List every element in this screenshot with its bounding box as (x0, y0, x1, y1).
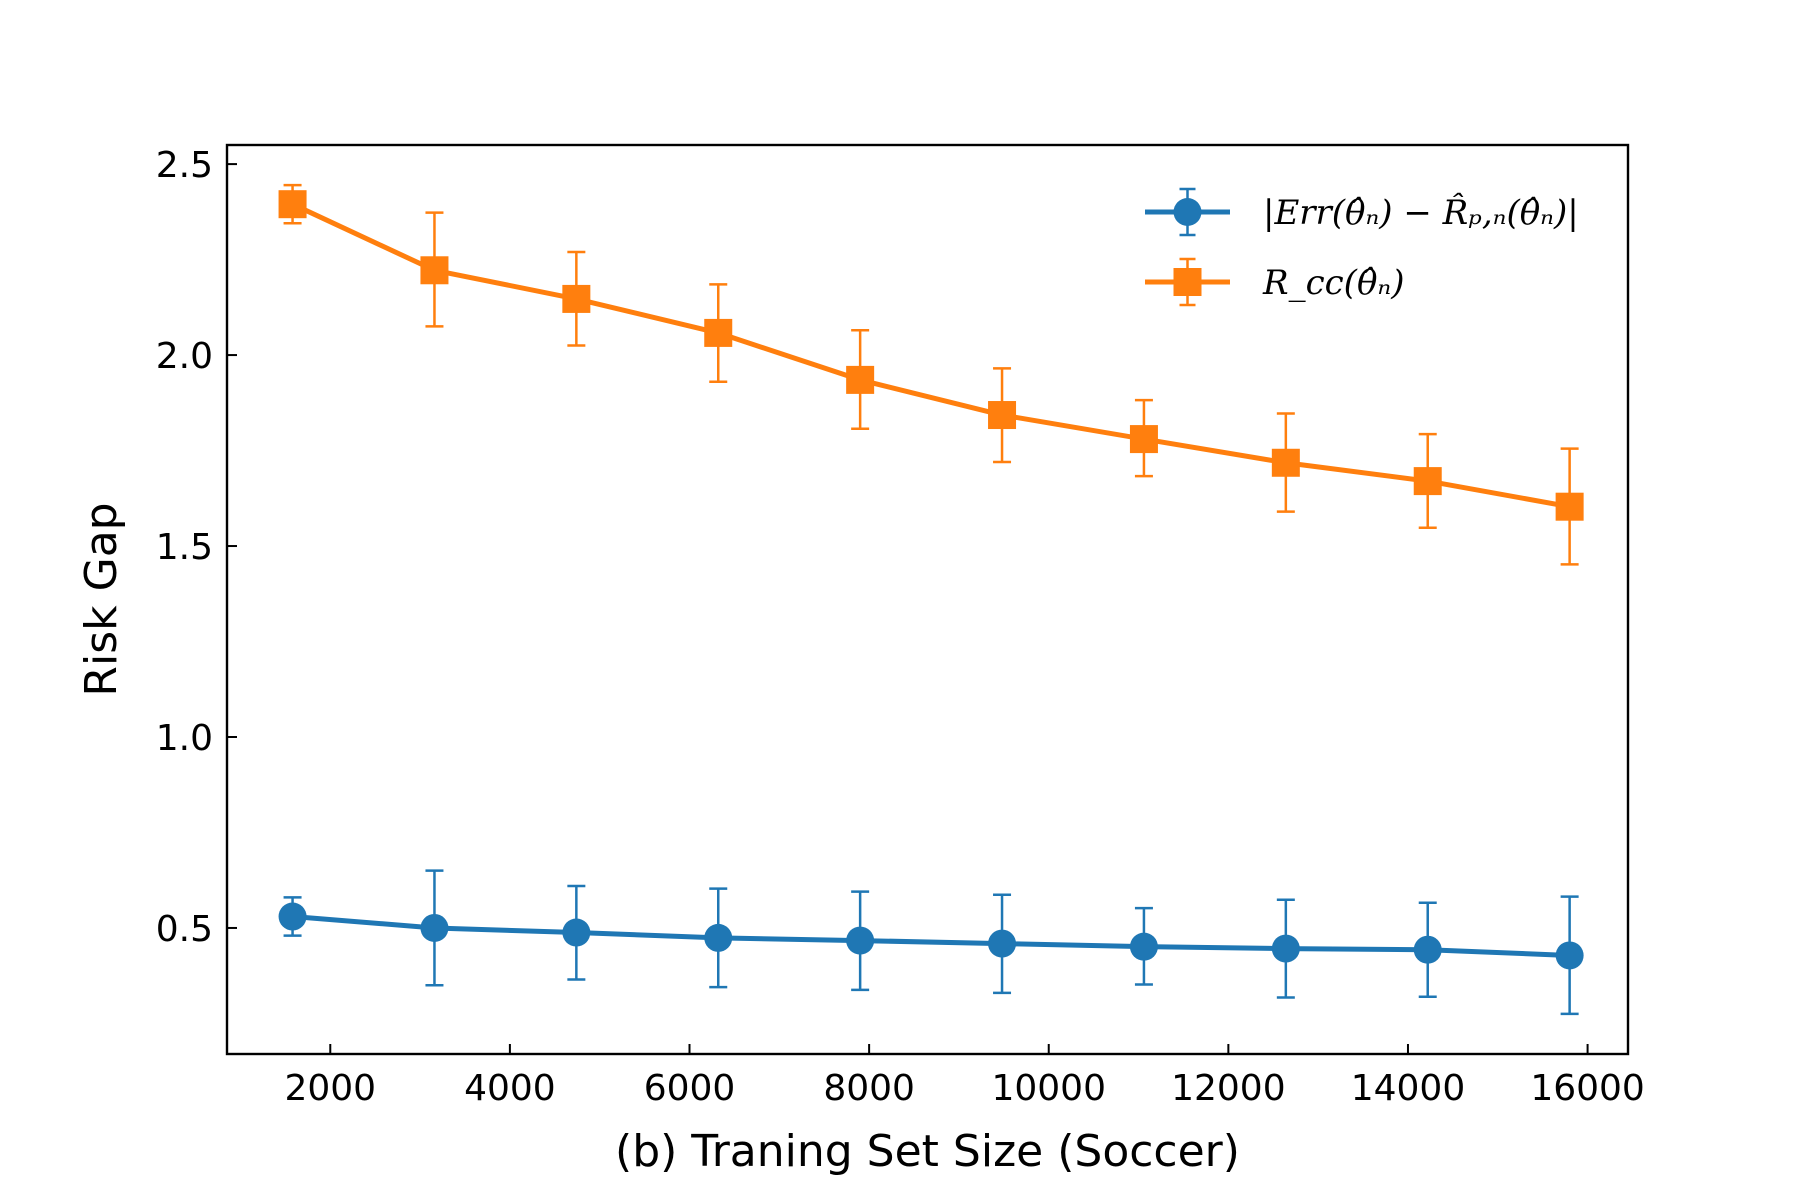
data-point (420, 256, 449, 285)
legend: |Err(θ̂ₙ) − R̂ₚ,ₙ(θ̂ₙ)| R_cc(θ̂ₙ) (1145, 187, 1579, 307)
data-point (1555, 492, 1584, 521)
x-tick-label: 16000 (1530, 1068, 1645, 1109)
data-point (278, 902, 307, 931)
legend-item-2: R_cc(θ̂ₙ) (1145, 257, 1404, 307)
series-2 (278, 183, 1584, 566)
series-line (291, 201, 1571, 510)
legend-label: |Err(θ̂ₙ) − R̂ₚ,ₙ(θ̂ₙ)| (1263, 192, 1579, 233)
data-point (562, 284, 591, 313)
x-tick-label: 12000 (1171, 1068, 1286, 1109)
data-point (1271, 448, 1300, 477)
x-axis-label: (b) Traning Set Size (Soccer) (615, 1126, 1240, 1177)
y-tick-label: 0.5 (156, 909, 213, 950)
series-layer (278, 183, 1584, 1016)
data-point (704, 923, 733, 952)
data-point (846, 365, 875, 394)
data-point (988, 929, 1017, 958)
x-tick-label: 8000 (823, 1068, 915, 1109)
series-line (292, 914, 1570, 958)
data-point (988, 401, 1017, 430)
data-point (278, 190, 307, 219)
y-tick-label: 2.0 (156, 336, 213, 377)
legend-item-1: |Err(θ̂ₙ) − R̂ₚ,ₙ(θ̂ₙ)| (1145, 187, 1579, 237)
x-tick-label: 14000 (1351, 1068, 1466, 1109)
data-point (1129, 932, 1158, 961)
legend-marker (1173, 268, 1202, 296)
y-tick-label: 1.0 (156, 718, 213, 759)
legend-marker (1173, 198, 1202, 226)
series-1 (278, 869, 1584, 1016)
data-point (420, 913, 449, 942)
data-point (1413, 467, 1442, 496)
y-axis-label: Risk Gap (76, 502, 127, 696)
data-point (562, 918, 591, 947)
ticks-layer: 2000 4000 6000 8000 10000 12000 14000 16000 0.5 1… (156, 145, 1645, 1109)
data-point (1555, 941, 1584, 970)
legend-label: R_cc(θ̂ₙ) (1262, 263, 1404, 303)
x-tick-label: 10000 (991, 1068, 1106, 1109)
x-tick-label: 6000 (644, 1068, 736, 1109)
data-point (1413, 935, 1442, 964)
data-point (1129, 425, 1158, 454)
y-tick-label: 2.5 (156, 145, 213, 186)
data-point (704, 318, 733, 347)
x-tick-label: 2000 (284, 1068, 376, 1109)
data-point (846, 926, 875, 955)
y-tick-label: 1.5 (156, 527, 213, 568)
plot-frame (225, 143, 1630, 1056)
x-tick-label: 4000 (464, 1068, 556, 1109)
data-point (1271, 934, 1300, 963)
